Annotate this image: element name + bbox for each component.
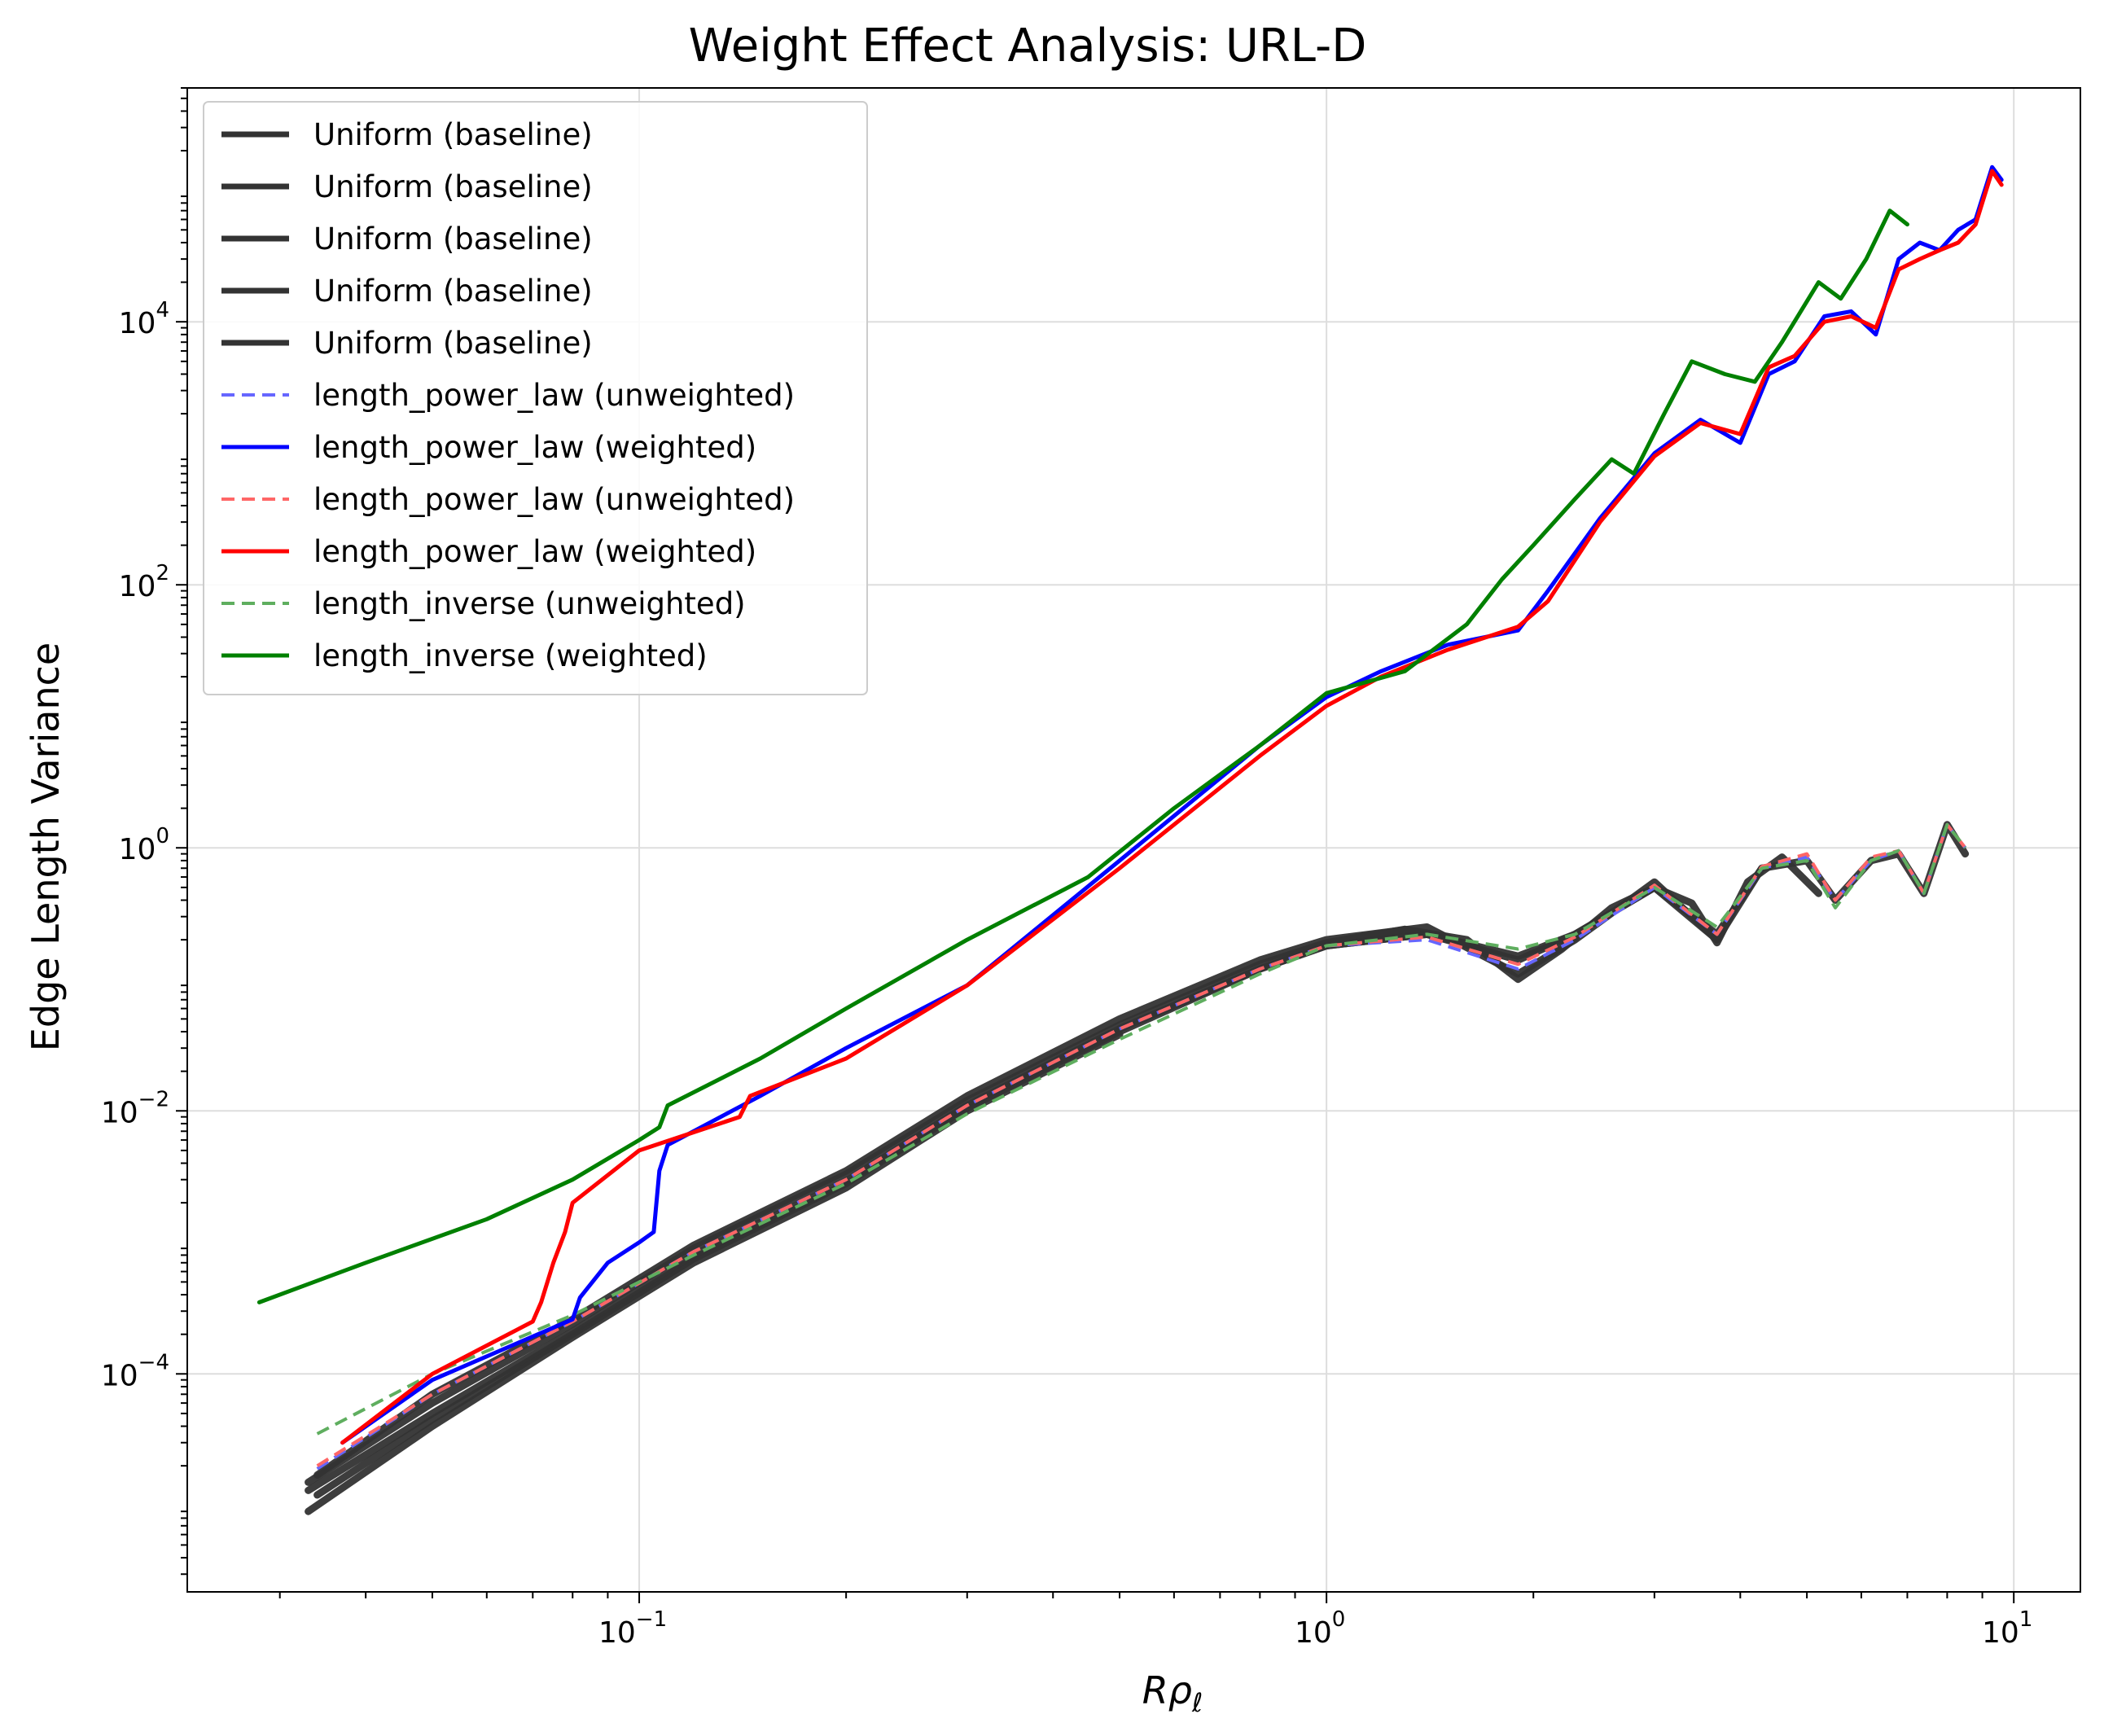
legend-entry: Uniform (baseline) xyxy=(313,169,593,204)
x-tick-exponent: 0 xyxy=(1332,1607,1346,1632)
series-line-10 xyxy=(256,208,1909,1304)
legend-box xyxy=(203,101,868,695)
x-axis-label-main: R xyxy=(1142,1668,1168,1712)
legend-entry: length_inverse (weighted) xyxy=(313,638,708,673)
legend-entry: length_power_law (weighted) xyxy=(313,430,756,465)
x-axis-label: Rρℓ xyxy=(1142,1668,1203,1718)
legend-entry: Uniform (baseline) xyxy=(313,117,593,152)
legend-entry: length_power_law (unweighted) xyxy=(313,378,795,413)
y-tick-exponent: −2 xyxy=(138,1087,169,1111)
series-group xyxy=(256,164,2004,1515)
series-line-9 xyxy=(340,169,2004,1445)
y-axis-label: Edge Length Variance xyxy=(24,642,68,1051)
y-tick-exponent: −4 xyxy=(138,1350,169,1374)
legend-entry: length_power_law (unweighted) xyxy=(313,482,795,517)
y-tick-exponent: 2 xyxy=(156,561,169,585)
x-axis-label-sub: ℓ xyxy=(1191,1687,1203,1718)
series-line-8 xyxy=(340,164,2004,1445)
legend-entry: Uniform (baseline) xyxy=(313,326,593,361)
y-tick-exponent: 4 xyxy=(156,298,169,322)
y-tick-exponent: 0 xyxy=(156,824,169,848)
plot-frame xyxy=(186,87,2081,1593)
legend: Uniform (baseline) Uniform (baseline) Unif… xyxy=(203,101,868,695)
series-line-4 xyxy=(305,1031,1124,1515)
series-line-7 xyxy=(316,822,1967,1436)
legend-entry: length_inverse (unweighted) xyxy=(313,586,746,621)
chart-title: Weight Effect Analysis: URL-D xyxy=(689,20,1367,72)
x-tick-exponent: −1 xyxy=(636,1607,667,1632)
x-axis-label-rho: ρ xyxy=(1168,1668,1192,1712)
legend-entry: Uniform (baseline) xyxy=(313,274,593,309)
series-line-6 xyxy=(316,822,1967,1467)
legend-entry: Uniform (baseline) xyxy=(313,221,593,256)
legend-entry: length_power_law (weighted) xyxy=(313,534,756,569)
x-tick-exponent: 1 xyxy=(2019,1607,2033,1632)
